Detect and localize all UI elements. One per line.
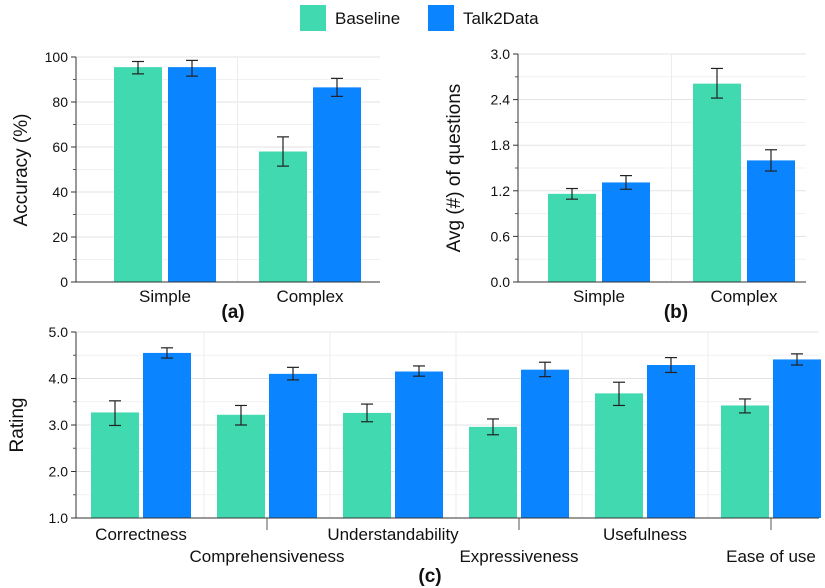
- x-tick-label: Understandability: [327, 525, 459, 544]
- y-axis-label: Avg (#) of questions: [444, 84, 465, 253]
- chart-panel-b: 0.0 0.6 1.2 1.8 2.4 3.0 Simple Complex Avg (#) o…: [444, 46, 806, 323]
- y-tick-label: 60: [52, 139, 68, 155]
- bar-talk2data-comprehensiveness: [269, 373, 317, 518]
- bar-baseline-comprehensiveness: [217, 414, 265, 518]
- y-tick-label: 4.0: [49, 371, 69, 387]
- y-tick-label: 5.0: [49, 324, 69, 340]
- bar-baseline-expressiveness: [469, 426, 517, 518]
- y-tick-label: 2.4: [491, 92, 511, 108]
- bar-baseline-complex: [693, 83, 741, 282]
- x-tick-label: Simple: [573, 287, 625, 306]
- bar-talk2data-complex: [747, 160, 795, 282]
- y-tick-label: 40: [52, 184, 68, 200]
- legend-swatch-talk2data: [428, 5, 454, 31]
- bar-baseline-correctness: [91, 412, 139, 518]
- bar-talk2data-ease-of-use: [773, 359, 821, 518]
- bar-talk2data-expressiveness: [521, 369, 569, 518]
- x-tick-label: Comprehensiveness: [190, 547, 345, 566]
- bar-talk2data-understandability: [395, 371, 443, 518]
- y-tick-label: 3.0: [49, 417, 69, 433]
- bar-baseline-simple: [114, 67, 162, 282]
- x-tick-label: Complex: [710, 287, 778, 306]
- legend-label-baseline: Baseline: [335, 9, 400, 28]
- legend-swatch-baseline: [300, 5, 326, 31]
- y-tick-label: 3.0: [491, 46, 511, 62]
- panel-label: (b): [664, 302, 688, 323]
- y-tick-label: 1.2: [491, 183, 511, 199]
- bar-baseline-simple: [548, 193, 596, 282]
- bar-baseline-complex: [259, 151, 307, 282]
- bar-talk2data-usefulness: [647, 365, 695, 518]
- x-tick-label: Simple: [139, 287, 191, 306]
- y-tick-label: 0.6: [491, 228, 511, 244]
- bar-talk2data-correctness: [143, 352, 191, 518]
- chart-panel-a: 0 20 40 60 80 100 Simple Complex Accuracy (%) (a): [11, 49, 380, 323]
- x-tick-label: Usefulness: [603, 525, 687, 544]
- panel-label: (a): [221, 302, 244, 323]
- x-tick-label: Ease of use: [726, 547, 816, 566]
- bar-baseline-ease-of-use: [721, 405, 769, 518]
- y-tick-label: 1.0: [49, 510, 69, 526]
- bar-talk2data-complex: [313, 87, 361, 282]
- y-tick-label: 100: [45, 49, 69, 65]
- y-tick-label: 20: [52, 229, 68, 245]
- x-tick-label: Complex: [276, 287, 344, 306]
- y-tick-label: 0.0: [491, 274, 511, 290]
- bar-talk2data-simple: [168, 67, 216, 282]
- y-tick-label: 0: [60, 274, 68, 290]
- chart-panel-c: 1.0 2.0 3.0 4.0 5.0 CorrectnessComprehensiven…: [7, 324, 821, 587]
- bar-baseline-usefulness: [595, 393, 643, 518]
- y-tick-label: 80: [52, 94, 68, 110]
- y-axis-label: Accuracy (%): [11, 114, 32, 227]
- x-tick-label: Expressiveness: [459, 547, 578, 566]
- bar-baseline-understandability: [343, 412, 391, 518]
- panel-label: (c): [418, 566, 441, 587]
- x-tick-label: Correctness: [95, 525, 187, 544]
- y-tick-label: 1.8: [491, 137, 511, 153]
- legend: Baseline Talk2Data: [300, 5, 539, 31]
- y-axis-label: Rating: [7, 398, 28, 453]
- bar-talk2data-simple: [602, 182, 650, 282]
- legend-label-talk2data: Talk2Data: [463, 9, 539, 28]
- y-tick-label: 2.0: [49, 464, 69, 480]
